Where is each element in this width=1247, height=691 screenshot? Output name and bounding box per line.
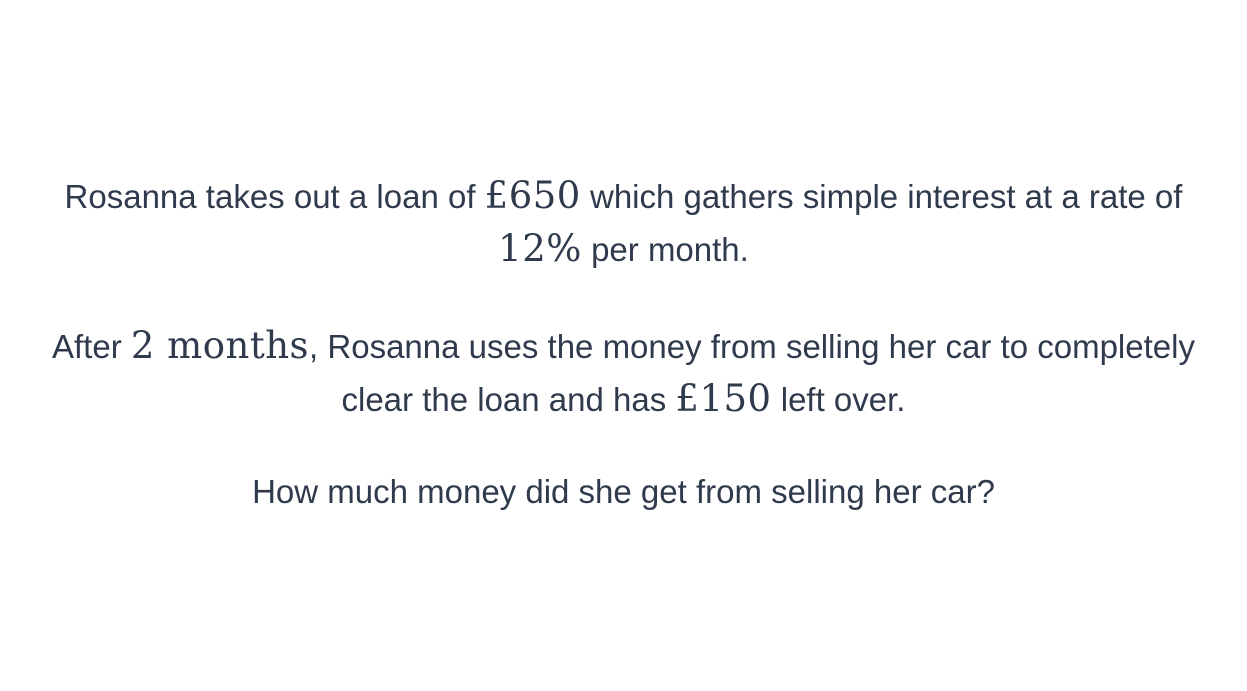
repayment-text-1: After: [52, 328, 131, 365]
loan-amount: £650: [484, 174, 581, 217]
loan-text-2: which gathers simple interest at a rate …: [580, 178, 1183, 215]
question-paragraph: How much money did she get from selling …: [40, 466, 1207, 518]
repayment-paragraph: After 2 months, Rosanna uses the money f…: [40, 320, 1207, 426]
interest-rate: 12%: [498, 227, 582, 270]
loan-duration: 2 months: [130, 324, 310, 367]
repayment-text-2: , Rosanna uses the money from selling he…: [309, 328, 1195, 418]
question-text: How much money did she get from selling …: [252, 473, 995, 510]
question-content: Rosanna takes out a loan of £650 which g…: [0, 170, 1247, 518]
loan-text-1: Rosanna takes out a loan of: [64, 178, 485, 215]
repayment-text-3: left over.: [771, 381, 906, 418]
loan-text-3: per month.: [581, 231, 749, 268]
leftover-amount: £150: [675, 377, 772, 420]
loan-paragraph: Rosanna takes out a loan of £650 which g…: [40, 170, 1207, 276]
